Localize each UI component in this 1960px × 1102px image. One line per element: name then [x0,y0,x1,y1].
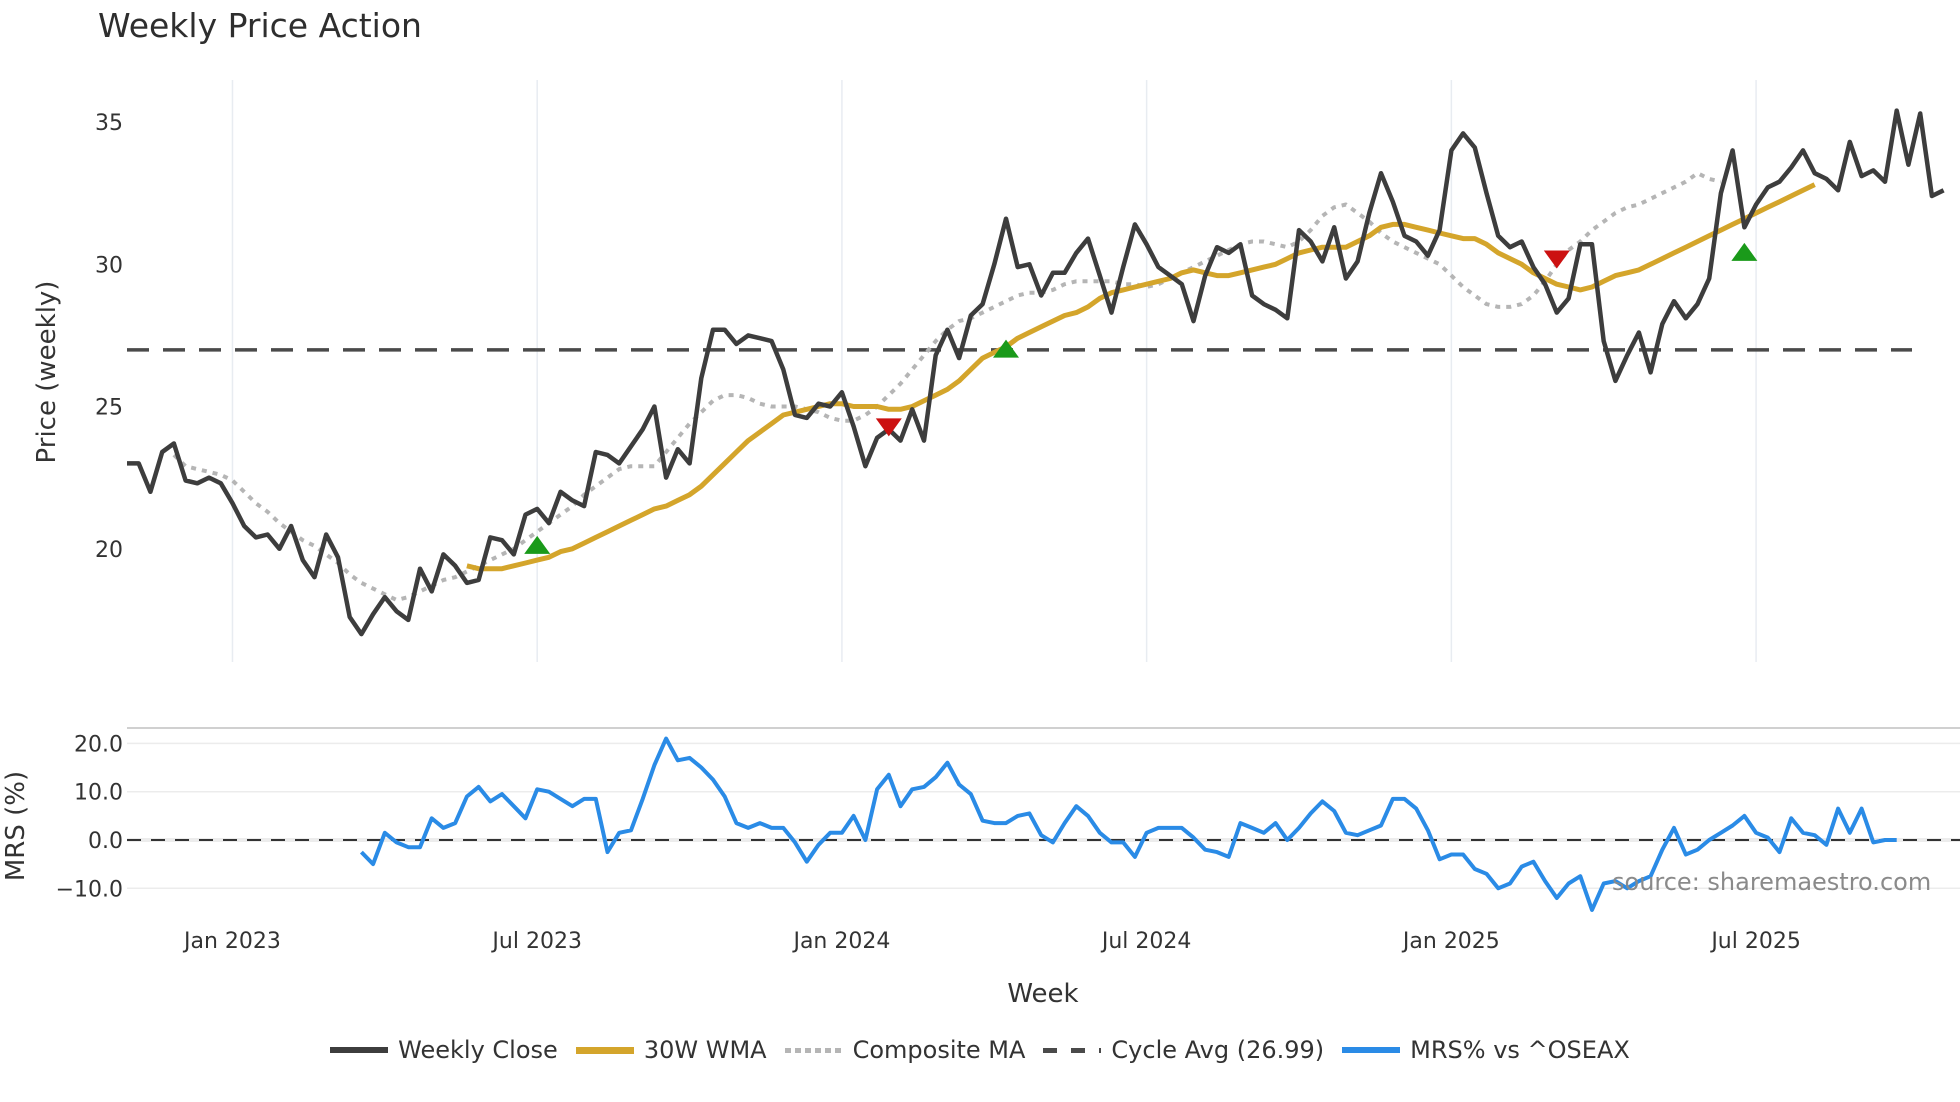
legend-item-30w-wma[interactable]: 30W WMA [575,1036,767,1064]
legend-swatch-30w-wma [575,1046,634,1054]
price-y-tick: 30 [95,253,123,278]
price-panel: 20 25 30 35 [95,80,1945,662]
legend-label: MRS% vs ^OSEAX [1410,1036,1630,1064]
buy-signal-marker [993,339,1019,358]
price-axis-title: Price (weekly) [32,281,62,464]
mrs-y-tick: 10.0 [74,781,123,806]
x-axis: Jan 2023 Jul 2023 Jan 2024 Jul 2024 Jan 2025… [182,929,1801,954]
weekly-close-line [127,108,1945,637]
mrs-y-tick: 0.0 [88,829,123,854]
legend-item-mrs[interactable]: MRS% vs ^OSEAX [1342,1036,1630,1064]
x-tick-label: Jan 2024 [791,929,890,954]
legend-item-cycle-avg[interactable]: Cycle Avg (26.99) [1043,1036,1324,1064]
buy-signal-marker [1731,242,1758,261]
legend-swatch-cycle-avg [1043,1047,1102,1053]
legend-label: Composite MA [852,1036,1026,1064]
wma-30w-line [466,182,1816,572]
legend: Weekly Close 30W WMA Composite MA Cycle … [0,1036,1960,1064]
legend-swatch-mrs [1342,1047,1401,1053]
x-tick-label: Jul 2024 [1100,929,1192,954]
buy-signal-marker [524,535,551,554]
x-tick-label: Jan 2023 [182,929,281,954]
mrs-axis-title: MRS (%) [1,771,31,881]
legend-item-weekly-close[interactable]: Weekly Close [330,1036,558,1064]
legend-item-composite-ma[interactable]: Composite MA [784,1036,1026,1064]
price-y-tick: 35 [95,111,123,136]
x-tick-label: Jul 2025 [1709,929,1801,954]
legend-label: Cycle Avg (26.99) [1111,1036,1325,1064]
legend-swatch-composite-ma [784,1047,843,1053]
mrs-y-tick: 20.0 [74,732,123,757]
price-y-tick: 25 [95,396,123,421]
legend-label: 30W WMA [643,1036,767,1064]
legend-swatch-weekly-close [330,1047,389,1053]
source-note: source: sharemaestro.com [1612,868,1932,896]
price-y-tick: 20 [95,538,123,563]
x-tick-label: Jan 2025 [1401,929,1500,954]
mrs-y-tick: −10.0 [56,877,123,902]
x-tick-label: Jul 2023 [490,929,582,954]
mrs-line [359,736,1897,912]
x-axis-title: Week [1007,979,1078,1009]
sell-signal-marker [875,418,902,437]
legend-label: Weekly Close [398,1036,558,1064]
sell-signal-marker [1543,250,1570,269]
mrs-panel: −10.0 0.0 10.0 20.0 [56,727,1960,912]
chart-title: Weekly Price Action [98,6,422,45]
